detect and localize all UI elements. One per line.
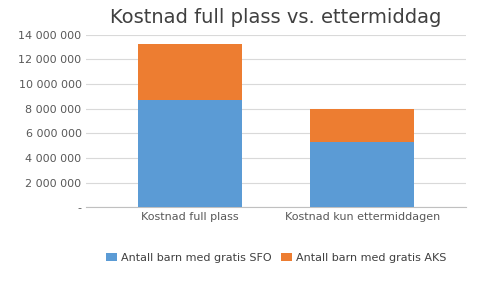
Bar	[138, 44, 241, 100]
Bar	[311, 142, 414, 207]
Legend: Antall barn med gratis SFO, Antall barn med gratis AKS: Antall barn med gratis SFO, Antall barn …	[101, 249, 451, 268]
Title: Kostnad full plass vs. ettermiddag: Kostnad full plass vs. ettermiddag	[110, 8, 442, 27]
Bar	[138, 100, 241, 207]
Bar	[311, 109, 414, 142]
